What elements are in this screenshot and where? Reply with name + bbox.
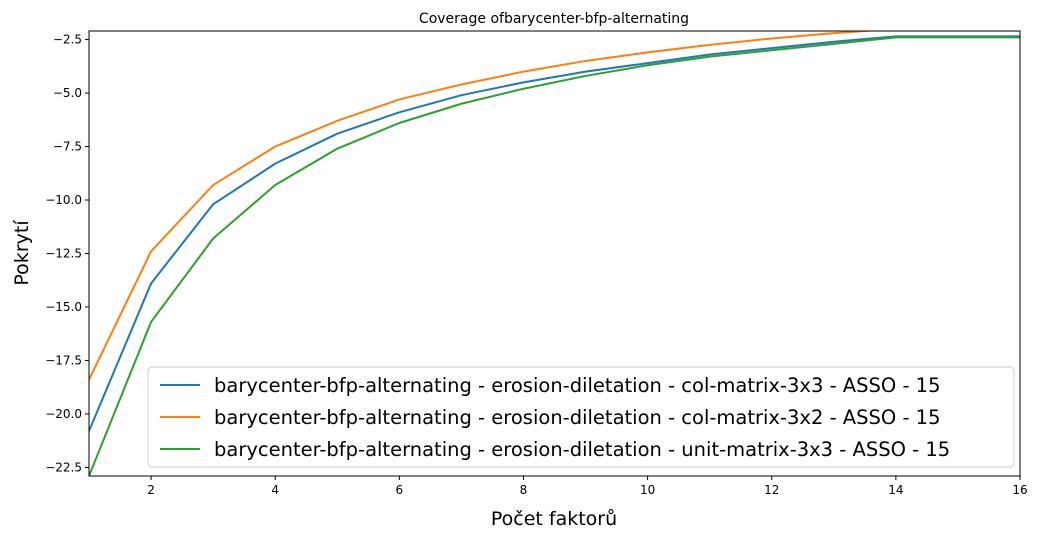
- y-tick-label: −5.0: [53, 86, 82, 100]
- chart-title: Coverage ofbarycenter-bfp-alternating: [419, 11, 689, 27]
- y-tick-label: −12.5: [45, 247, 82, 261]
- legend-entry-1: barycenter-bfp-alternating - erosion-dil…: [214, 374, 941, 397]
- series-layer: [89, 31, 1020, 476]
- chart-legend: barycenter-bfp-alternating - erosion-dil…: [147, 366, 1015, 468]
- y-tick-label: −10.0: [45, 193, 82, 207]
- x-tick-label: 10: [640, 483, 655, 497]
- y-tick-label: −15.0: [45, 300, 82, 314]
- y-tick-label: −20.0: [45, 407, 82, 421]
- x-tick-label: 14: [888, 483, 903, 497]
- x-tick-label: 2: [147, 483, 155, 497]
- x-axis-ticks: 2 4 6 8 10 12 14 16: [147, 476, 1028, 497]
- legend-entry-2: barycenter-bfp-alternating - erosion-dil…: [214, 406, 941, 429]
- y-tick-label: −7.5: [53, 140, 82, 154]
- y-tick-label: −17.5: [45, 353, 82, 367]
- x-tick-label: 6: [396, 483, 404, 497]
- x-axis-label: Počet faktorů: [491, 508, 617, 530]
- legend-entry-3: barycenter-bfp-alternating - erosion-dil…: [214, 438, 950, 461]
- x-tick-label: 4: [271, 483, 279, 497]
- y-axis-label: Pokrytí: [11, 220, 33, 286]
- series-line-2: [89, 31, 880, 382]
- series-line-1: [89, 35, 1020, 433]
- y-axis-ticks: −2.5 −5.0 −7.5 −10.0 −12.5 −15.0 −17.5 −20.0 −22…: [45, 33, 89, 474]
- x-tick-label: 16: [1012, 483, 1027, 497]
- y-tick-label: −22.5: [45, 460, 82, 474]
- y-tick-label: −2.5: [53, 33, 82, 47]
- x-tick-label: 8: [520, 483, 528, 497]
- x-tick-label: 12: [764, 483, 779, 497]
- series-line-3: [89, 36, 1020, 476]
- legend-box: [147, 366, 1015, 468]
